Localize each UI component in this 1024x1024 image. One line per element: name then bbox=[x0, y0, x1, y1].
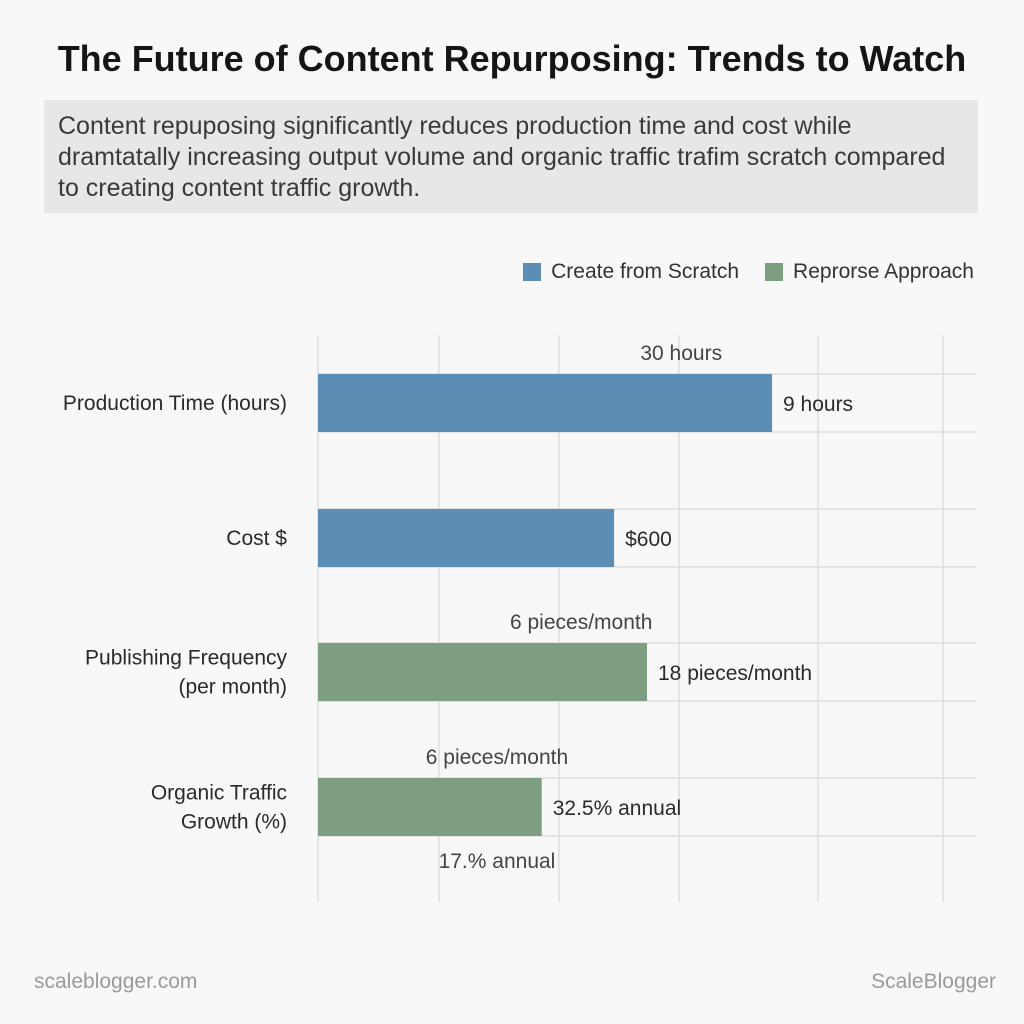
data-label-2: 18 pieces/month bbox=[658, 662, 812, 685]
category-label-2-0: Publishing Frequency bbox=[85, 647, 287, 670]
category-label-3-1: Growth (%) bbox=[181, 811, 287, 834]
legend-item-scratch: Create from Scratch bbox=[523, 260, 739, 284]
bar-1 bbox=[318, 509, 615, 567]
bar-3 bbox=[318, 778, 542, 836]
legend-swatch-repurpose bbox=[765, 263, 784, 281]
data-label-3: 32.5% annual bbox=[553, 797, 681, 820]
category-label-1-0: Cost $ bbox=[226, 527, 287, 550]
page-title: The Future of Content Repurposing: Trend… bbox=[57, 38, 967, 79]
annotation-above-0: 30 hours bbox=[640, 342, 722, 365]
data-label-1: $600 bbox=[625, 528, 672, 551]
legend-item-repurpose: Reprorse Approach bbox=[765, 260, 974, 284]
category-label-2-1: (per month) bbox=[178, 676, 287, 699]
annotation-below-3: 17.% annual bbox=[439, 850, 556, 873]
annotation-above-3: 6 pieces/month bbox=[426, 746, 568, 769]
bar-2 bbox=[318, 643, 647, 701]
category-label-3-0: Organic Traffic bbox=[151, 782, 287, 805]
data-label-0: 9 hours bbox=[783, 393, 853, 416]
bar-0 bbox=[318, 374, 773, 432]
annotation-above-2: 6 pieces/month bbox=[510, 611, 652, 634]
summary-text: Content repuposing significantly reduces… bbox=[58, 112, 946, 202]
legend-swatch-scratch bbox=[523, 263, 542, 281]
category-label-0-0: Production Time (hours) bbox=[63, 392, 287, 415]
footer-brand: ScaleBlogger bbox=[871, 970, 996, 993]
legend-label-repurpose: Reprorse Approach bbox=[793, 260, 974, 283]
summary-box: Content repuposing significantly reduces… bbox=[44, 100, 978, 213]
legend-label-scratch: Create from Scratch bbox=[551, 260, 740, 283]
chart-legend: Create from Scratch Reprorse Approach bbox=[523, 258, 974, 286]
footer-website: scaleblogger.com bbox=[34, 970, 198, 993]
